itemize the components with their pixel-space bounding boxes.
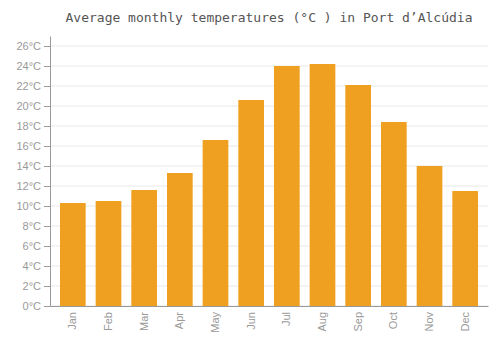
- y-tick: 26°C: [16, 40, 50, 52]
- grid-line: [50, 126, 488, 127]
- y-tick-mark: [44, 186, 50, 187]
- y-tick: 6°C: [23, 240, 50, 252]
- x-tick: Apr: [173, 312, 185, 329]
- x-tick: Mar: [138, 312, 150, 331]
- y-tick-label: 8°C: [23, 220, 42, 232]
- y-tick: 24°C: [16, 60, 50, 72]
- y-tick-mark: [44, 46, 50, 47]
- x-tick-label: Apr: [173, 312, 185, 329]
- y-tick-label: 2°C: [23, 280, 42, 292]
- y-tick-mark: [44, 66, 50, 67]
- y-tick: 10°C: [16, 200, 50, 212]
- x-tick: Jul: [280, 312, 292, 326]
- bar: [274, 66, 300, 306]
- bar: [417, 166, 443, 306]
- y-tick-label: 14°C: [16, 160, 41, 172]
- bar: [238, 100, 264, 306]
- plot: Jan Feb Mar Apr May Jun Jul Aug Sep Oct Nov Dec 0°C 2…: [16, 37, 488, 333]
- x-tick-label: Nov: [423, 312, 435, 332]
- axis-line: [50, 37, 51, 307]
- chart: Jan Feb Mar Apr May Jun Jul Aug Sep Oct Nov Dec 0°C 2…: [0, 0, 500, 350]
- y-tick-mark: [44, 206, 50, 207]
- bar: [452, 191, 478, 306]
- y-tick: 18°C: [16, 120, 50, 132]
- y-tick: 4°C: [23, 260, 50, 272]
- x-tick: Jun: [245, 312, 257, 330]
- x-tick-label: Feb: [102, 312, 114, 331]
- y-tick: 8°C: [23, 220, 50, 232]
- x-tick-label: Sep: [352, 312, 364, 332]
- x-tick: Dec: [459, 312, 471, 332]
- y-tick-mark: [44, 266, 50, 267]
- y-tick-label: 4°C: [23, 260, 42, 272]
- y-tick-label: 24°C: [16, 60, 41, 72]
- grid-line: [50, 146, 488, 147]
- y-tick-mark: [44, 226, 50, 227]
- x-tick-label: Mar: [138, 312, 150, 331]
- y-tick-mark: [44, 126, 50, 127]
- y-tick-mark: [44, 246, 50, 247]
- y-tick-label: 0°C: [23, 300, 42, 312]
- grid-line: [50, 46, 488, 47]
- x-tick: Feb: [102, 312, 114, 331]
- y-tick-label: 16°C: [16, 140, 41, 152]
- y-tick: 16°C: [16, 140, 50, 152]
- x-axis: Jan Feb Mar Apr May Jun Jul Aug Sep Oct Nov Dec: [51, 307, 489, 333]
- y-tick-label: 6°C: [23, 240, 42, 252]
- x-tick-label: Oct: [387, 312, 399, 329]
- y-tick: 20°C: [16, 100, 50, 112]
- y-tick-mark: [44, 86, 50, 87]
- title: Average monthly temperatures (°C ) in Po…: [66, 10, 473, 25]
- bar: [167, 173, 193, 306]
- x-tick-label: May: [209, 312, 221, 333]
- bar: [345, 85, 371, 306]
- y-tick-mark: [44, 286, 50, 287]
- axis-line: [51, 306, 489, 307]
- x-tick-label: Jul: [280, 312, 292, 326]
- grid-line: [50, 86, 488, 87]
- bars: [60, 64, 478, 306]
- x-tick-label: Dec: [459, 312, 471, 332]
- y-tick: 0°C: [23, 300, 50, 312]
- y-tick-mark: [44, 306, 50, 307]
- y-tick: 2°C: [23, 280, 50, 292]
- y-tick: 22°C: [16, 80, 50, 92]
- y-tick-label: 22°C: [16, 80, 41, 92]
- y-tick: 12°C: [16, 180, 50, 192]
- x-tick-label: Jun: [245, 312, 257, 330]
- bar: [131, 190, 157, 306]
- x-tick: May: [209, 312, 221, 333]
- y-tick-mark: [44, 166, 50, 167]
- y-tick: 14°C: [16, 160, 50, 172]
- x-tick: Jan: [66, 312, 78, 330]
- grid: [50, 46, 488, 306]
- y-tick-mark: [44, 146, 50, 147]
- y-tick-label: 10°C: [16, 200, 41, 212]
- x-tick: Nov: [423, 312, 435, 332]
- x-tick: Sep: [352, 312, 364, 332]
- y-tick-label: 18°C: [16, 120, 41, 132]
- y-tick-label: 12°C: [16, 180, 41, 192]
- y-tick-mark: [44, 106, 50, 107]
- x-tick: Oct: [387, 312, 399, 329]
- y-axis: 0°C 2°C 4°C 6°C 8°C 10°C 12°C 14°C 16°C 18°C 20°C 2…: [16, 37, 50, 313]
- y-tick-label: 26°C: [16, 40, 41, 52]
- bar: [381, 122, 407, 306]
- x-tick-label: Aug: [316, 312, 328, 332]
- x-tick-label: Jan: [66, 312, 78, 330]
- grid-line: [50, 106, 488, 107]
- bar: [310, 64, 336, 306]
- x-tick: Aug: [316, 312, 328, 332]
- bar: [96, 201, 122, 306]
- grid-line: [50, 66, 488, 67]
- bar: [60, 203, 86, 306]
- bar: [203, 140, 229, 306]
- y-tick-label: 20°C: [16, 100, 41, 112]
